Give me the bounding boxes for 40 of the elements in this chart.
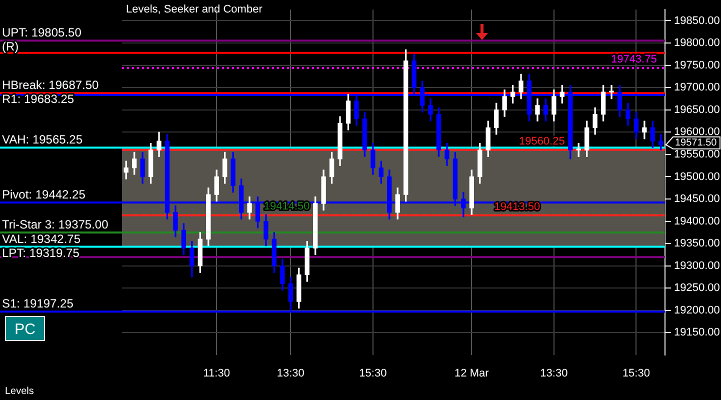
y-tick-label: 19800.00 xyxy=(674,37,720,50)
y-tick-label: 19400.00 xyxy=(674,215,720,228)
y-tick-label: 19550.00 xyxy=(674,148,720,160)
ref-line-label: R1: 19683.25 xyxy=(2,92,74,106)
ref-line-label: UPT: 19805.50 xyxy=(2,26,82,40)
ref-line-label: VAH: 19565.25 xyxy=(2,132,83,147)
y-tick-label: 19850.00 xyxy=(674,14,720,27)
y-tick-label: 19600.00 xyxy=(674,126,720,138)
chart-title: Levels, Seeker and Comber xyxy=(126,4,263,16)
y-tick-label: 19200.00 xyxy=(674,304,720,316)
ref-line-label: S1: 19197.25 xyxy=(2,296,74,311)
y-tick-label: 19150.00 xyxy=(674,326,720,339)
y-tick-label: 19450.00 xyxy=(674,193,720,206)
annotation: 19560.25 xyxy=(518,135,565,148)
x-tick-label: 15:30 xyxy=(359,368,387,380)
ref-line-label: Pivot: 19442.25 xyxy=(2,187,86,202)
text: Levels xyxy=(5,386,34,397)
pc-button: PC xyxy=(5,316,45,341)
x-tick-label: 13:30 xyxy=(276,368,304,380)
ref-line-label: LPT: 19319.75 xyxy=(2,246,80,260)
y-tick-label: 19750.00 xyxy=(674,59,720,72)
y-tick-label: 19650.00 xyxy=(674,104,720,116)
y-tick-label: 19250.00 xyxy=(674,282,720,294)
y-tick-label: 19500.00 xyxy=(674,170,720,183)
ref-line-label: VAL: 19342.75 xyxy=(2,232,81,246)
y-tick-label: 19700.00 xyxy=(674,82,720,94)
x-tick-label: 11:30 xyxy=(203,368,230,380)
x-tick-label: 15:30 xyxy=(622,368,650,380)
annotation: 19743.75 xyxy=(610,54,657,66)
annotation: 19413.50 xyxy=(494,200,540,213)
x-tick-label: 12 Mar xyxy=(454,368,490,380)
ref-line-label: Tri-Star 3: 19375.00 xyxy=(2,217,109,232)
ref-line-label: HBreak: 19687.50 xyxy=(2,78,100,92)
candlestick xyxy=(609,85,614,100)
text: 19571.50 xyxy=(675,138,718,149)
y-tick-label: 19350.00 xyxy=(674,238,720,250)
annotation: 19414.50 xyxy=(264,200,310,212)
x-tick-label: 13:30 xyxy=(540,368,568,380)
ref-line-label: (R) xyxy=(2,40,19,54)
y-tick-label: 19300.00 xyxy=(674,260,720,272)
